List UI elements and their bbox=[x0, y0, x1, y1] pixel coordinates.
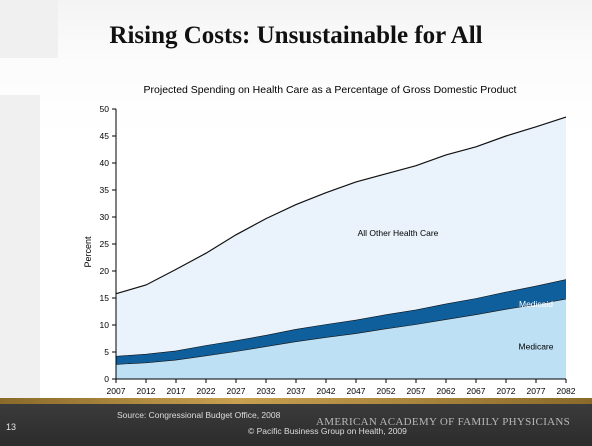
series-line-medicaid bbox=[115, 279, 567, 357]
x-tick-label: 2017 bbox=[167, 386, 186, 396]
x-tick-label: 2077 bbox=[527, 386, 546, 396]
series-area-all-other-health-care bbox=[116, 117, 566, 357]
series-label-medicare: Medicare bbox=[519, 341, 554, 351]
y-tick-label: 45 bbox=[100, 131, 110, 141]
y-axis-label: Percent bbox=[83, 236, 93, 268]
y-tick-label: 0 bbox=[104, 374, 109, 384]
chart: 0 5 10 15 20 25 30 35 40 45 50 2007 2012 2017 2022 2027… bbox=[83, 84, 576, 396]
y-tick-label: 30 bbox=[100, 212, 110, 222]
x-tick-label: 2012 bbox=[137, 386, 156, 396]
slide-number: 13 bbox=[6, 422, 17, 432]
x-tick-label: 2072 bbox=[497, 386, 516, 396]
y-tick-label: 10 bbox=[100, 320, 110, 330]
x-tick-label: 2037 bbox=[287, 386, 306, 396]
series-line-medicare bbox=[115, 298, 567, 365]
series-label-all-other-health-care: All Other Health Care bbox=[358, 228, 439, 238]
copyright-note: © Pacific Business Group on Health, 2009 bbox=[248, 426, 407, 436]
series-label-medicaid: Medicaid bbox=[519, 299, 553, 309]
series-area-medicaid bbox=[116, 279, 566, 365]
y-tick-label: 40 bbox=[100, 158, 110, 168]
x-tick-label: 2082 bbox=[557, 386, 576, 396]
x-tick-label: 2027 bbox=[227, 386, 246, 396]
x-tick-label: 2032 bbox=[257, 386, 276, 396]
x-tick-label: 2062 bbox=[437, 386, 456, 396]
y-tick-label: 5 bbox=[104, 347, 109, 357]
source-note: Source: Congressional Budget Office, 200… bbox=[117, 410, 281, 420]
organization-name: AMERICAN ACADEMY OF FAMILY PHYSICIANS bbox=[316, 416, 571, 428]
x-tick-label: 2052 bbox=[377, 386, 396, 396]
series-area-medicare bbox=[116, 299, 566, 379]
x-tick-label: 2007 bbox=[107, 386, 126, 396]
footer: 13 Source: Congressional Budget Office, … bbox=[0, 404, 592, 446]
slide-title: Rising Costs: Unsustainable for All bbox=[109, 22, 483, 49]
x-tick-label: 2022 bbox=[197, 386, 216, 396]
y-tick-label: 50 bbox=[100, 104, 110, 114]
y-tick-label: 15 bbox=[100, 293, 110, 303]
y-tick-label: 20 bbox=[100, 266, 110, 276]
chart-title: Projected Spending on Health Care as a P… bbox=[144, 84, 517, 96]
x-tick-label: 2057 bbox=[407, 386, 426, 396]
x-tick-label: 2047 bbox=[347, 386, 366, 396]
x-tick-label: 2042 bbox=[317, 386, 336, 396]
footer-stripe bbox=[0, 398, 592, 404]
y-tick-label: 25 bbox=[100, 239, 110, 249]
y-tick-label: 35 bbox=[100, 185, 110, 195]
series-line-all-other-health-care bbox=[115, 116, 567, 295]
x-tick-label: 2067 bbox=[467, 386, 486, 396]
